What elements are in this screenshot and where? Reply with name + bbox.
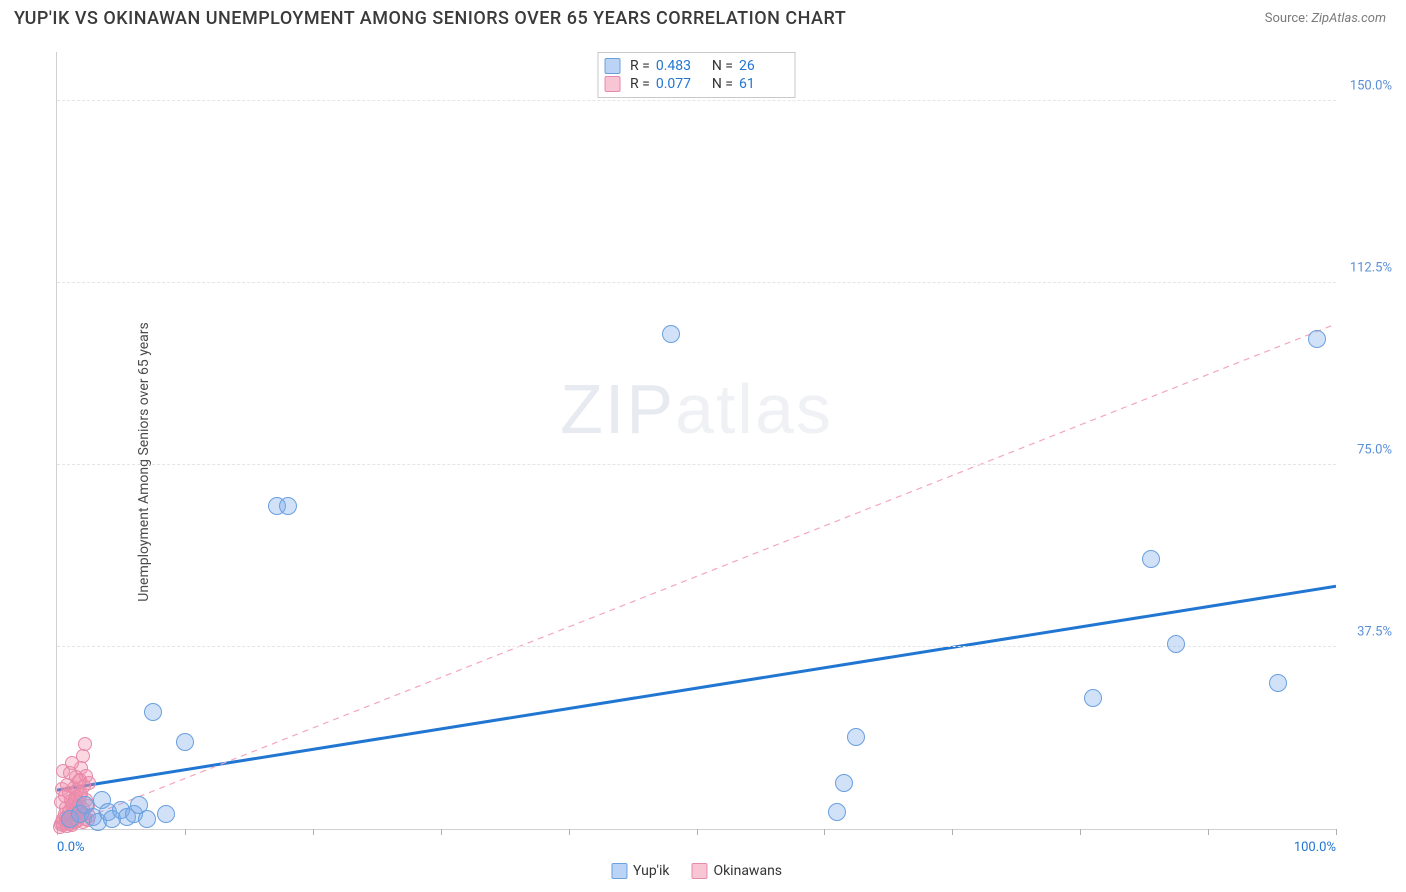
y-tick-label: 112.5% [1350,260,1392,275]
trend-line [57,324,1336,829]
x-tick [952,829,953,835]
gridline [57,282,1336,283]
x-tick-label: 0.0% [57,840,85,855]
plot-area: ZIPatlas R =0.483N =26R =0.077N =61 Yup'… [56,52,1336,830]
swatch-icon [604,58,620,74]
chart-container: Unemployment Among Seniors over 65 years… [14,42,1396,882]
watermark-bold: ZIP [560,370,675,448]
gridline [57,100,1336,101]
y-tick-label: 37.5% [1357,624,1392,639]
data-point [65,756,79,770]
legend-item: Okinawans [691,863,782,879]
chart-source: Source: ZipAtlas.com [1265,11,1386,26]
source-value: ZipAtlas.com [1311,11,1386,26]
stats-row: R = 0.483 N = 26 [604,57,785,75]
x-tick-label: 100.0% [1294,840,1336,855]
data-point [144,703,162,721]
stats-box: R = 0.483 N = 26 R = 0.077 N = 61 [597,52,796,98]
chart-title: YUP'IK VS OKINAWAN UNEMPLOYMENT AMONG SE… [14,8,846,29]
data-point [72,774,86,788]
data-point [1142,550,1160,568]
stat-n-label: N = [712,76,733,92]
x-tick [1208,829,1209,835]
gridline [57,646,1336,647]
stat-r-label: R = [630,76,650,92]
data-point [279,497,297,515]
x-tick [697,829,698,835]
y-tick-label: 150.0% [1350,78,1392,93]
stat-r-value: 0.483 [656,58,702,74]
data-point [176,733,194,751]
gridline [57,464,1336,465]
chart-header: YUP'IK VS OKINAWAN UNEMPLOYMENT AMONG SE… [0,0,1406,33]
stats-row: R = 0.077 N = 61 [604,75,785,93]
data-point [828,803,846,821]
stat-n-value: 26 [739,58,785,74]
legend-label: Okinawans [713,863,782,879]
x-tick [569,829,570,835]
stat-n-value: 61 [739,76,785,92]
data-point [157,805,175,823]
swatch-icon [691,863,707,879]
data-point [835,774,853,792]
swatch-icon [611,863,627,879]
source-label: Source: [1265,11,1308,26]
stat-n-label: N = [712,58,733,74]
swatch-icon [604,76,620,92]
watermark-thin: atlas [675,370,833,448]
data-point [1269,674,1287,692]
data-point [78,737,92,751]
stat-r-value: 0.077 [656,76,702,92]
x-tick [185,829,186,835]
data-point [662,325,680,343]
x-tick [1336,829,1337,835]
watermark: ZIPatlas [560,369,833,449]
trend-lines [57,52,1336,829]
x-tick [1080,829,1081,835]
data-point [138,810,156,828]
x-tick [441,829,442,835]
data-point [1167,635,1185,653]
data-point [1308,330,1326,348]
stat-r-label: R = [630,58,650,74]
data-point [1084,689,1102,707]
legend-item: Yup'ik [611,863,669,879]
y-tick-label: 75.0% [1357,442,1392,457]
legend-label: Yup'ik [633,863,669,879]
trend-line [57,586,1336,790]
x-tick [313,829,314,835]
legend-bottom: Yup'ik Okinawans [611,863,782,879]
data-point [847,728,865,746]
x-tick [824,829,825,835]
